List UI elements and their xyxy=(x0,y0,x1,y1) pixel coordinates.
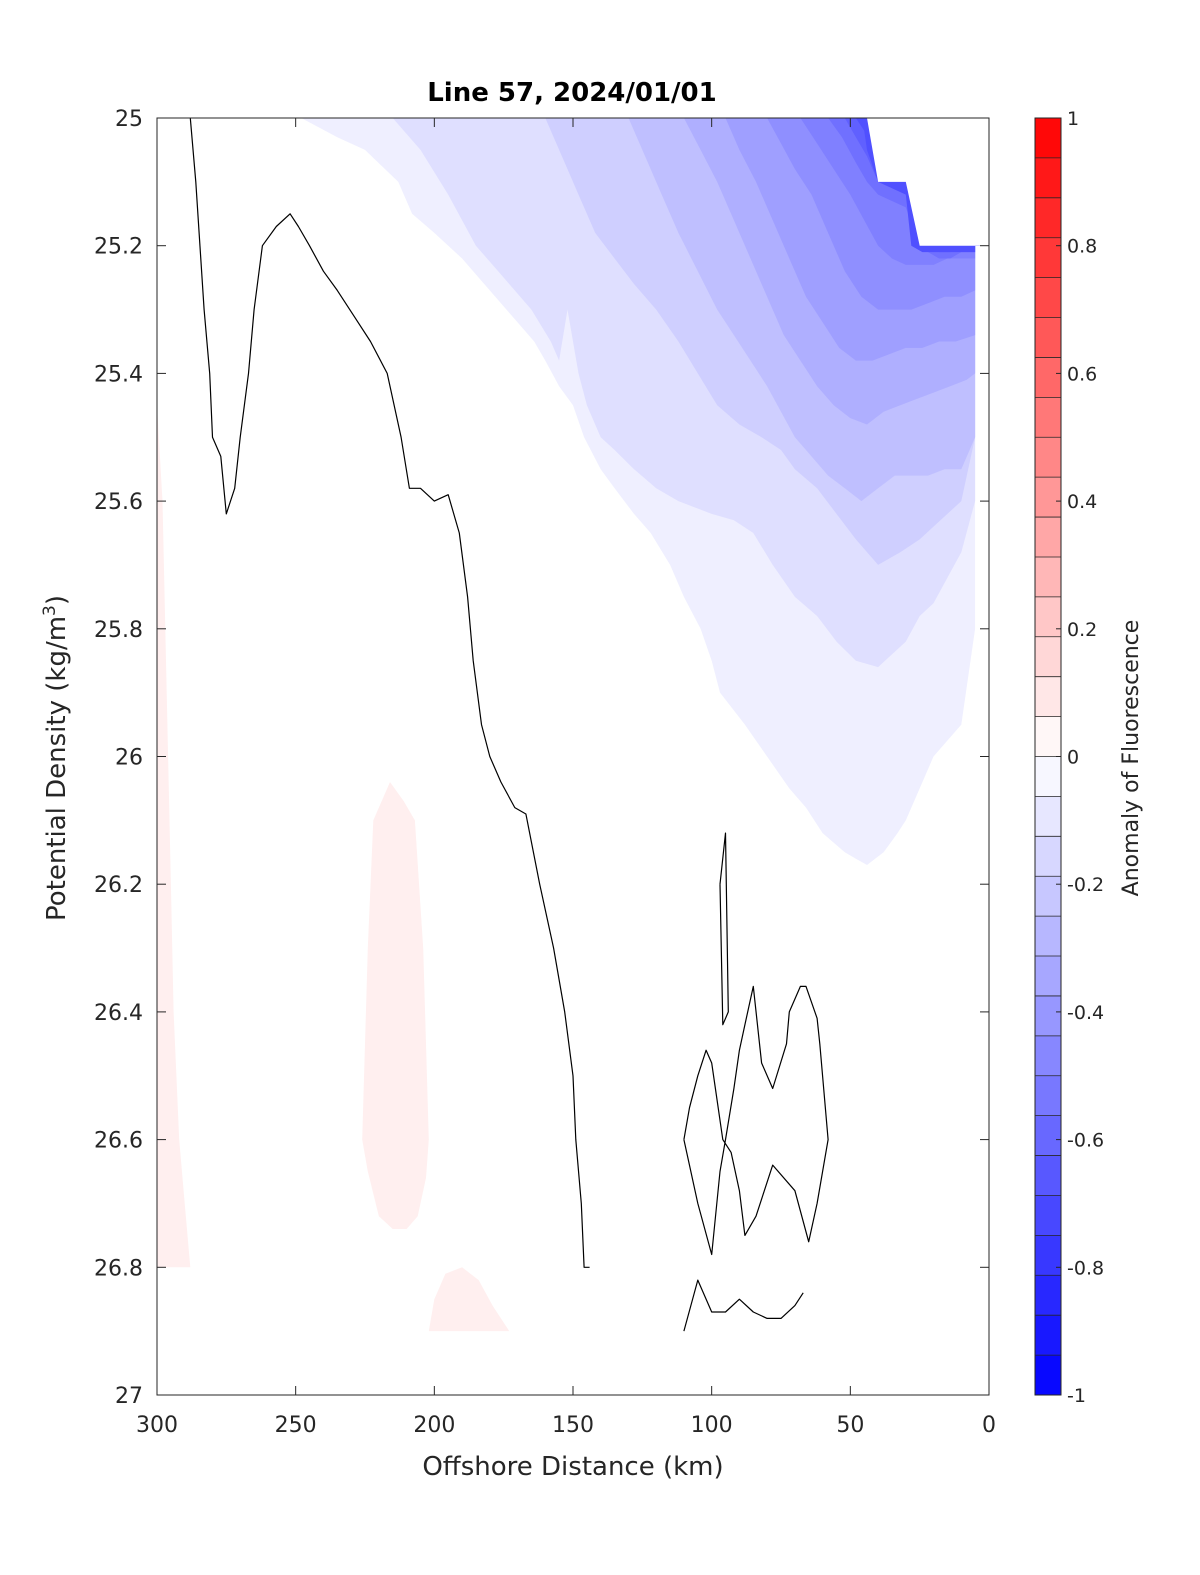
colorbar-swatch xyxy=(1035,277,1061,319)
x-tick-label: 300 xyxy=(136,1413,178,1438)
colorbar-swatch xyxy=(1035,1115,1061,1157)
y-axis-label-superscript: 3 xyxy=(40,605,60,616)
colorbar-swatch xyxy=(1035,716,1061,757)
colorbar-swatch xyxy=(1035,197,1061,239)
y-tick-label: 26 xyxy=(115,746,143,771)
colorbar-tick-label: -0.2 xyxy=(1067,874,1104,896)
y-tick-label: 26.6 xyxy=(94,1129,143,1154)
colorbar-swatch xyxy=(1035,995,1061,1037)
y-tick-label: 26.2 xyxy=(94,873,143,898)
colorbar-swatch xyxy=(1035,1275,1061,1316)
x-axis-label: Offshore Distance (km) xyxy=(422,1452,723,1482)
colorbar-swatch xyxy=(1035,1195,1061,1236)
colorbar-swatch xyxy=(1035,796,1061,837)
y-tick-label: 25 xyxy=(115,107,143,132)
no-data-mask xyxy=(867,118,989,246)
x-tick-label: 50 xyxy=(836,1413,864,1438)
colorbar-tick-label: 0.2 xyxy=(1067,619,1097,641)
x-tick-label: 250 xyxy=(275,1413,317,1438)
colorbar-swatch xyxy=(1035,556,1061,598)
y-tick-label: 26.4 xyxy=(94,1001,143,1026)
contour-lines xyxy=(189,118,829,1332)
colorbar-swatch xyxy=(1035,636,1061,678)
plot-area: 300 250 200 150 100 50 0 2525.225.425.625.8262… xyxy=(94,107,996,1438)
x-tick-label: 0 xyxy=(982,1413,996,1438)
y-tick-label: 25.4 xyxy=(94,362,143,387)
colorbar-swatch xyxy=(1035,876,1061,917)
colorbar-tick-label: -0.4 xyxy=(1067,1002,1104,1024)
x-axis: 300 250 200 150 100 50 0 xyxy=(136,118,996,1438)
colorbar-swatch xyxy=(1035,157,1061,199)
colorbar-swatch xyxy=(1035,517,1061,558)
colorbar-swatch xyxy=(1035,916,1061,957)
colorbar-tick-label: 0.8 xyxy=(1067,236,1097,258)
x-tick-label: 100 xyxy=(691,1413,733,1438)
y-axis-label-close: ) xyxy=(42,595,72,605)
y-axis: 25 25.2 25.4 25.6 25.8 26 26.2 26.4 26.6 26.8 27 xyxy=(94,107,989,1409)
contour-line-2 xyxy=(683,985,829,1256)
colorbar-swatch xyxy=(1035,477,1061,518)
y-tick-label: 26.8 xyxy=(94,1256,143,1281)
x-tick-label: 200 xyxy=(413,1413,455,1438)
colorbar-swatch xyxy=(1035,596,1061,638)
colorbar-swatch xyxy=(1035,237,1061,279)
no-data-region xyxy=(867,118,989,246)
colorbar: 1 0.8 0.6 0.4 0.2 0 -0.2 -0.4 -0.6 -0.8 -1 xyxy=(1034,108,1104,1407)
colorbar-tick-label: 0 xyxy=(1067,747,1079,769)
y-tick-label: 25.2 xyxy=(94,235,143,260)
colorbar-swatch xyxy=(1035,1075,1061,1117)
colorbar-swatch xyxy=(1035,1155,1061,1196)
colorbar-tick-label: -1 xyxy=(1067,1385,1086,1407)
colorbar-tick-label: 0.6 xyxy=(1067,363,1097,385)
colorbar-swatch xyxy=(1035,756,1061,797)
colorbar-swatch xyxy=(1035,956,1061,997)
y-axis-label-main: Potential Density (kg/m xyxy=(42,616,72,921)
chart-title: Line 57, 2024/01/01 xyxy=(427,78,717,108)
filled-contours xyxy=(157,118,989,1332)
colorbar-swatch xyxy=(1035,1035,1061,1077)
colorbar-swatch xyxy=(1035,437,1061,478)
y-tick-label: 25.6 xyxy=(94,490,143,515)
x-tick-label: 150 xyxy=(552,1413,594,1438)
filled-region-12 xyxy=(362,782,429,1229)
y-tick-label: 27 xyxy=(115,1384,143,1409)
colorbar-swatch xyxy=(1035,118,1061,159)
colorbar-swatch xyxy=(1035,1315,1061,1356)
colorbar-tick-label: 1 xyxy=(1067,108,1079,130)
colorbar-tick-label: 0.4 xyxy=(1067,491,1097,513)
contour-line-1 xyxy=(719,832,729,1026)
y-axis-label: Potential Density (kg/m3) xyxy=(40,595,72,921)
colorbar-tick-label: -0.8 xyxy=(1067,1257,1104,1279)
colorbar-tick-label: -0.6 xyxy=(1067,1130,1104,1152)
colorbar-swatch xyxy=(1035,676,1061,718)
contour-line-0 xyxy=(189,118,590,1268)
colorbar-swatch xyxy=(1035,1235,1061,1276)
filled-region-11 xyxy=(157,405,191,1268)
colorbar-swatch xyxy=(1035,397,1061,438)
colorbar-swatch xyxy=(1035,836,1061,877)
contour-line-3 xyxy=(683,1279,804,1332)
colorbar-swatch xyxy=(1035,317,1061,358)
colorbar-label: Anomaly of Fluorescence xyxy=(1119,620,1144,897)
y-tick-label: 25.8 xyxy=(94,618,143,643)
colorbar-swatch xyxy=(1035,1355,1061,1396)
filled-region-13 xyxy=(428,1267,510,1332)
colorbar-swatch xyxy=(1035,357,1061,398)
